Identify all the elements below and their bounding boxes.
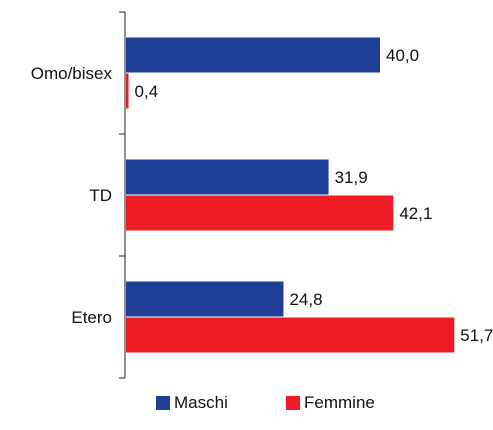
legend-swatch-maschi: [156, 396, 170, 410]
legend-swatch-femmine: [286, 396, 300, 410]
bar-femmine-etero: [126, 317, 455, 353]
legend-label-femmine: Femmine: [304, 393, 375, 412]
data-label: 51,7: [460, 326, 493, 345]
data-label: 40,0: [386, 46, 419, 65]
bar-maschi-etero: [126, 281, 284, 317]
legend-label-maschi: Maschi: [174, 393, 228, 412]
data-label: 24,8: [289, 290, 322, 309]
bar-maschi-omo-bisex: [126, 37, 380, 73]
legend: Maschi Femmine: [156, 393, 375, 412]
data-label: 42,1: [399, 204, 432, 223]
bar-femmine-omo-bisex: [126, 73, 129, 109]
category-label: TD: [89, 186, 112, 205]
labels-group: Omo/bisex 40,0 0,4 TD 31,9 42,1 Etero 24,8 51,7: [31, 46, 493, 345]
y-axis-ticks: [119, 11, 125, 379]
data-label: 0,4: [135, 82, 159, 101]
category-label: Omo/bisex: [31, 64, 113, 83]
bar-maschi-td: [126, 159, 329, 195]
bars-group: [126, 37, 455, 353]
category-label: Etero: [71, 308, 112, 327]
bar-femmine-td: [126, 195, 394, 231]
data-label: 31,9: [335, 168, 368, 187]
